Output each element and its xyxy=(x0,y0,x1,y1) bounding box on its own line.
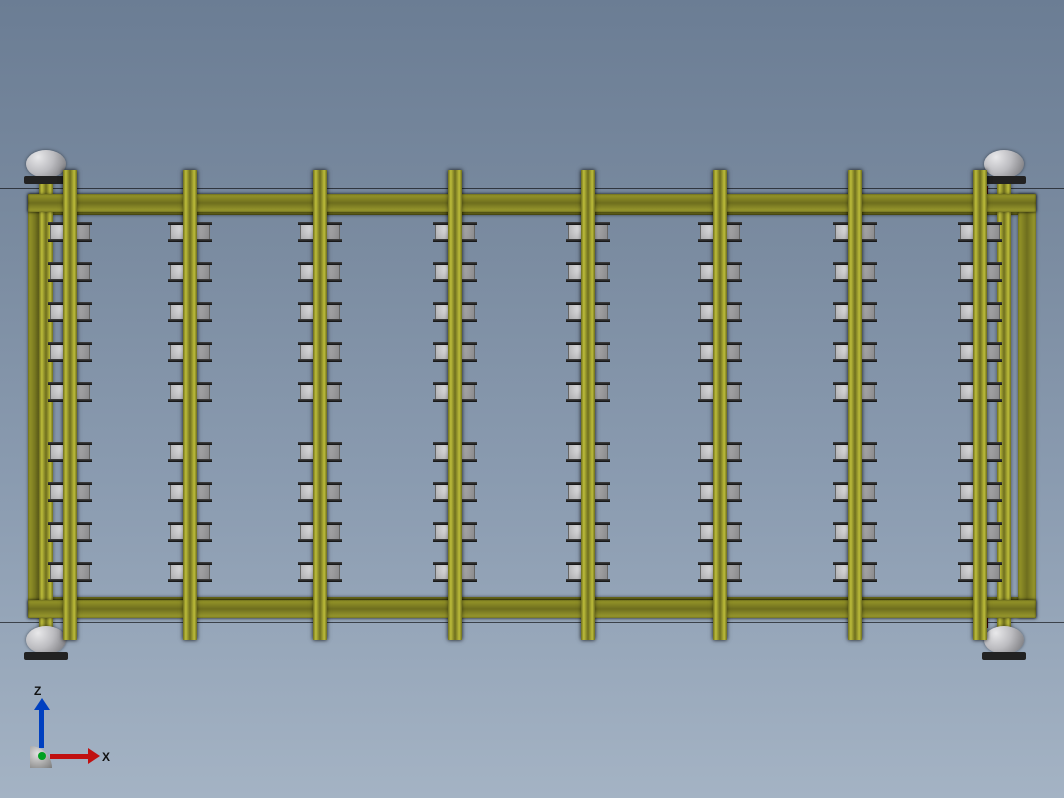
bottom-rail-overlay xyxy=(28,600,1036,618)
side-rail-right xyxy=(1018,194,1036,618)
construction-line xyxy=(0,622,1064,623)
z-axis-icon xyxy=(39,708,44,748)
foot-icon xyxy=(982,150,1026,186)
axis-triad[interactable]: Z X xyxy=(30,698,100,768)
vertical-column-front xyxy=(581,170,595,640)
y-axis-icon xyxy=(38,752,46,760)
vertical-column-front xyxy=(973,170,987,640)
axis-label-x: X xyxy=(102,750,110,764)
vertical-column-front xyxy=(713,170,727,640)
vertical-column-front xyxy=(848,170,862,640)
top-rail-overlay xyxy=(28,194,1036,212)
construction-line xyxy=(0,188,1064,189)
axis-label-z: Z xyxy=(34,684,41,698)
vertical-column-front xyxy=(448,170,462,640)
foot-icon xyxy=(982,626,1026,662)
foot-icon xyxy=(24,150,68,186)
cad-viewport[interactable]: Z X xyxy=(0,0,1064,798)
x-arrow-icon xyxy=(88,748,100,764)
foot-icon xyxy=(24,626,68,662)
z-arrow-icon xyxy=(34,698,50,710)
vertical-column-front xyxy=(183,170,197,640)
x-axis-icon xyxy=(50,754,90,759)
vertical-column-front xyxy=(313,170,327,640)
vertical-column-front xyxy=(63,170,77,640)
